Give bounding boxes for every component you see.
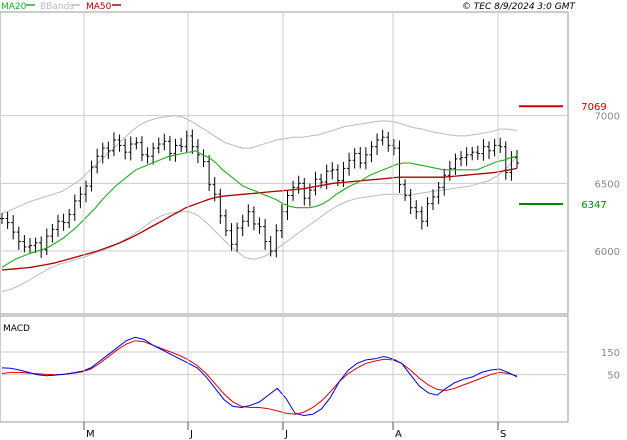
macd-tick-label: 150 bbox=[601, 348, 620, 359]
macd-panel-title: MACD bbox=[3, 324, 30, 334]
bollinger-bands bbox=[1, 115, 518, 293]
price-panel bbox=[0, 11, 569, 315]
month-label: S bbox=[500, 429, 506, 440]
bb-lower-line bbox=[1, 155, 518, 293]
price-tick-label: 6000 bbox=[595, 247, 620, 258]
price-grid bbox=[0, 115, 568, 252]
macd-panel-frame bbox=[0, 315, 569, 423]
macd-grid bbox=[0, 351, 568, 376]
month-label: A bbox=[395, 429, 402, 440]
timestamp: © TEC 8/9/2024 3:0 GMT bbox=[462, 2, 577, 12]
price-markers: 7069 6347 bbox=[519, 102, 607, 211]
month-label: J bbox=[189, 429, 193, 440]
price-axis: 6000 6500 7000 bbox=[595, 112, 620, 258]
month-label: M bbox=[86, 429, 95, 440]
price-marker-label: 7069 bbox=[581, 102, 606, 113]
price-bars bbox=[0, 129, 519, 258]
moving-averages bbox=[1, 150, 518, 271]
price-marker-label: 6347 bbox=[581, 200, 606, 211]
bb-upper-line bbox=[1, 115, 518, 214]
month-label: J bbox=[284, 429, 288, 440]
price-tick-label: 7000 bbox=[595, 112, 620, 123]
legend-ma50-label: MA50 bbox=[86, 2, 112, 12]
macd-signal-line bbox=[1, 340, 518, 415]
macd-line bbox=[1, 336, 518, 417]
price-tick-label: 6500 bbox=[595, 179, 620, 190]
legend-ma20-label: MA20 bbox=[1, 2, 27, 12]
legend-bbands-label: BBands bbox=[40, 2, 74, 12]
price-panel-frame bbox=[0, 11, 569, 315]
macd-lines bbox=[1, 336, 518, 417]
legend: MA20 BBands MA50 bbox=[1, 2, 121, 12]
macd-panel: MACD bbox=[0, 315, 569, 423]
macd-tick-label: 50 bbox=[607, 371, 620, 382]
macd-axis: 50 150 bbox=[601, 348, 620, 382]
ma20-line bbox=[1, 150, 518, 268]
